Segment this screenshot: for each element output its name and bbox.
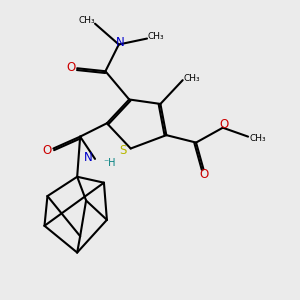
Text: CH₃: CH₃ [78, 16, 95, 25]
Text: ⁻H: ⁻H [103, 158, 116, 168]
Text: CH₃: CH₃ [147, 32, 164, 41]
Text: O: O [200, 168, 209, 181]
Text: O: O [220, 118, 229, 131]
Text: O: O [42, 143, 52, 157]
Text: N: N [84, 151, 93, 164]
Text: O: O [66, 61, 75, 74]
Text: CH₃: CH₃ [250, 134, 266, 142]
Text: CH₃: CH₃ [183, 74, 200, 83]
Text: N: N [116, 37, 125, 50]
Text: S: S [120, 143, 127, 157]
